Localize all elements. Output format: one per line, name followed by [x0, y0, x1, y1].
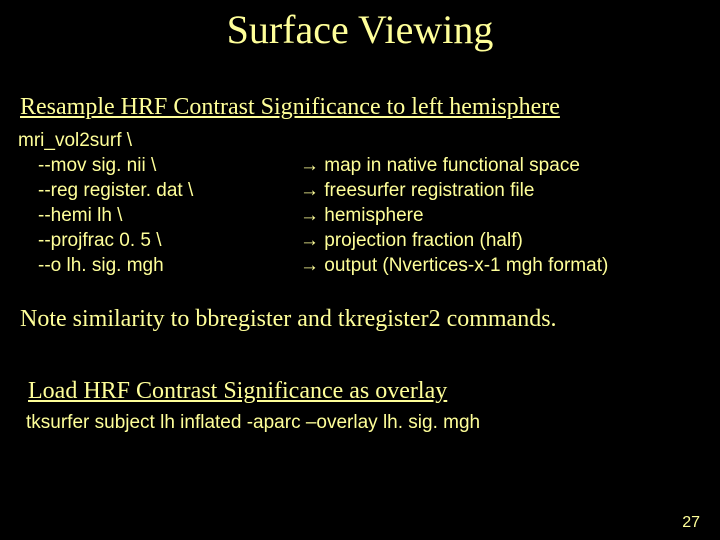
subheading-resample: Resample HRF Contrast Significance to le… — [20, 94, 560, 121]
code-block: mri_vol2surf \ --mov sig. nii \ --reg re… — [18, 128, 193, 278]
code-line: --o lh. sig. mgh — [18, 253, 193, 278]
code-line: --hemi lh \ — [18, 203, 193, 228]
note-text: Note similarity to bbregister and tkregi… — [20, 306, 557, 333]
annotation-line: → projection fraction (half) — [300, 228, 608, 253]
arrow-icon: → — [300, 255, 319, 276]
arrow-icon: → — [300, 205, 319, 226]
annotation-line: → map in native functional space — [300, 153, 608, 178]
slide-title: Surface Viewing — [0, 6, 720, 53]
subheading-load: Load HRF Contrast Significance as overla… — [28, 378, 447, 405]
annotation-text: hemisphere — [324, 205, 423, 226]
code-line: mri_vol2surf \ — [18, 128, 193, 153]
code-line: --mov sig. nii \ — [18, 153, 193, 178]
slide: Surface Viewing Resample HRF Contrast Si… — [0, 0, 720, 540]
arrow-icon: → — [300, 180, 319, 201]
annotation-text: freesurfer registration file — [324, 180, 534, 201]
annotation-line: → freesurfer registration file — [300, 178, 608, 203]
annotation-block: → map in native functional space → frees… — [300, 153, 608, 278]
command-tksurfer: tksurfer subject lh inflated -aparc –ove… — [26, 412, 480, 434]
annotation-text: projection fraction (half) — [324, 230, 523, 251]
arrow-icon: → — [300, 155, 319, 176]
annotation-line: → output (Nvertices-x-1 mgh format) — [300, 253, 608, 278]
annotation-text: output (Nvertices-x-1 mgh format) — [324, 255, 608, 276]
annotation-text: map in native functional space — [324, 155, 580, 176]
code-line: --reg register. dat \ — [18, 178, 193, 203]
arrow-icon: → — [300, 230, 319, 251]
code-line: --projfrac 0. 5 \ — [18, 228, 193, 253]
annotation-line: → hemisphere — [300, 203, 608, 228]
page-number: 27 — [682, 514, 700, 532]
